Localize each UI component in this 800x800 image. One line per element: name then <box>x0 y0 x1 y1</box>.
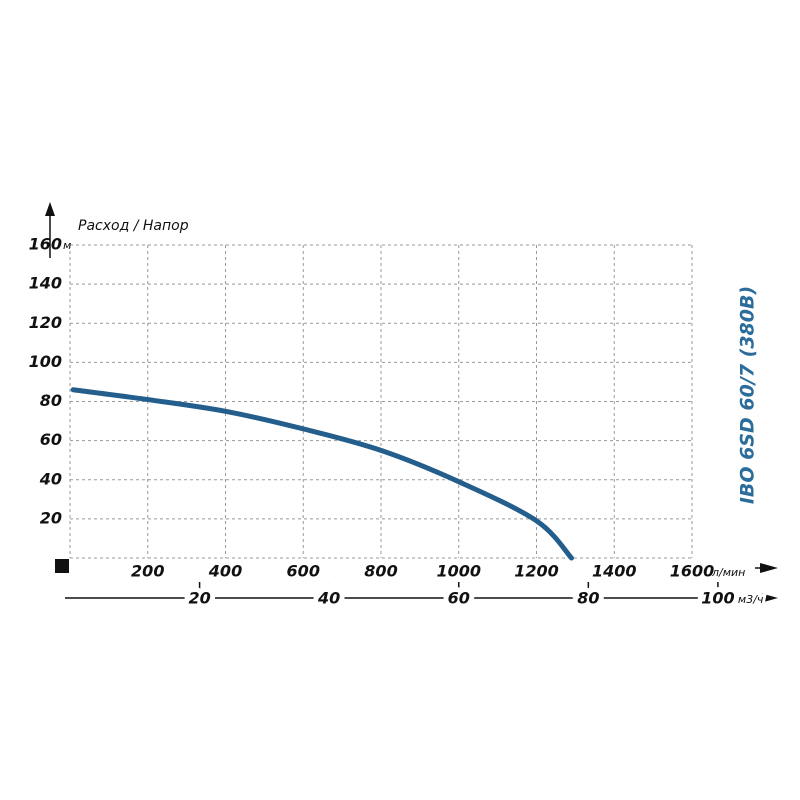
x2-arrow-head <box>760 593 778 603</box>
y-tick-label: 140 <box>29 274 62 293</box>
x-tick-label: 1000 <box>436 562 481 581</box>
chart-title: IBO 6SD 60/7 (380В) <box>737 286 759 504</box>
x2-tick-label: 80 <box>577 589 599 608</box>
x2-unit: м3/ч <box>738 593 764 606</box>
x-tick-label: 1400 <box>592 562 637 581</box>
x-tick-label: 1600 <box>670 562 715 581</box>
y-tick-label: 20 <box>40 508 62 527</box>
y-tick-label: 160 <box>29 235 62 254</box>
y-tick-label: 40 <box>39 469 62 488</box>
curve <box>70 387 574 561</box>
origin-mark <box>55 559 69 573</box>
x-arrow-head <box>760 563 778 573</box>
x2-tick-label: 60 <box>448 589 470 608</box>
axis-label: Расход / Напор <box>78 218 189 234</box>
y-arrow-head <box>45 202 55 216</box>
y-unit: м <box>63 239 71 252</box>
y-tick-label: 80 <box>40 391 62 410</box>
x2-tick-label: 20 <box>188 589 210 608</box>
y-tick-label: 120 <box>29 313 62 332</box>
x-unit: л/мин <box>711 566 745 579</box>
labels: 20 40 60 80 100 120 140 160 м 200 400 600 800 1000 120… <box>29 235 767 613</box>
x-tick-label: 600 <box>287 562 320 581</box>
x-tick-label: 400 <box>208 562 242 581</box>
x2-tick-label: 40 <box>317 589 340 608</box>
y-tick-label: 100 <box>29 352 62 371</box>
x-tick-label: 1200 <box>514 562 559 581</box>
y-tick-label: 60 <box>40 430 62 449</box>
x-tick-label: 200 <box>131 562 164 581</box>
x2-tick-label: 100 <box>701 589 734 608</box>
x-tick-label: 800 <box>364 562 397 581</box>
plot <box>70 387 574 561</box>
